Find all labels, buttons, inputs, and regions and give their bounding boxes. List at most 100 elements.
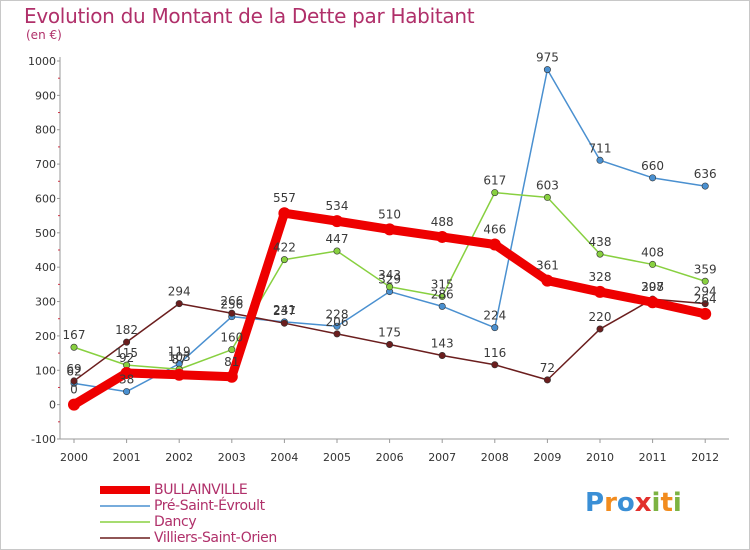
data-labels: 62 38 119 256 241 228 329 286 224 975 711 660 636 167… [63, 51, 717, 397]
data-label: 266 [220, 294, 243, 308]
data-label: 510 [378, 207, 401, 221]
data-label: 182 [115, 323, 138, 337]
data-point [488, 238, 501, 251]
x-tick-label: 2006 [376, 451, 404, 464]
data-point [596, 250, 604, 258]
data-label: 237 [273, 304, 296, 318]
data-label: 143 [431, 336, 454, 350]
data-label: 103 [168, 350, 191, 364]
data-point [596, 156, 604, 164]
x-tick-label: 2002 [165, 451, 193, 464]
data-label: 69 [66, 362, 81, 376]
data-point [596, 325, 604, 333]
data-point [280, 319, 288, 327]
data-label: 447 [326, 232, 349, 246]
data-label: 361 [536, 259, 559, 273]
data-label: 116 [483, 346, 506, 360]
data-label: 224 [483, 309, 506, 323]
y-tick-label: 500 [35, 227, 56, 240]
data-point [173, 368, 186, 381]
data-point [491, 361, 499, 369]
data-label: 466 [483, 223, 506, 237]
data-point [543, 193, 551, 201]
data-point [333, 330, 341, 338]
data-label: 660 [641, 159, 664, 173]
data-label: 167 [63, 328, 86, 342]
data-label: 328 [589, 270, 612, 284]
data-point [543, 66, 551, 74]
legend-item-villiers-saint-orien: Villiers-Saint-Orien [100, 530, 360, 546]
data-label: 220 [589, 310, 612, 324]
data-point [228, 346, 236, 354]
y-tick-label: 100 [35, 364, 56, 377]
data-label: 557 [273, 191, 296, 205]
data-point [436, 230, 449, 243]
data-label: 438 [589, 235, 612, 249]
legend: BULLAINVILLE Pré-Saint-Évroult Dancy Vil… [100, 482, 360, 546]
x-tick-label: 2000 [60, 451, 88, 464]
legend-label: BULLAINVILLE [154, 482, 248, 498]
data-label: 115 [115, 346, 138, 360]
data-point [646, 296, 659, 309]
data-label: 256 [220, 298, 243, 312]
x-tick-label: 2011 [639, 451, 667, 464]
legend-label: Villiers-Saint-Orien [154, 530, 277, 546]
data-point [594, 285, 606, 298]
data-point [438, 292, 446, 300]
data-point [123, 338, 131, 346]
chart-subtitle: (en €) [26, 28, 62, 42]
data-label: 603 [536, 178, 559, 192]
data-label: 298 [641, 280, 664, 294]
data-label: 315 [431, 277, 454, 291]
series-0 [68, 207, 712, 411]
y-tick-label: 800 [35, 124, 56, 137]
data-label: 72 [540, 361, 555, 375]
y-tick-label: 600 [35, 192, 56, 205]
data-label: 329 [378, 273, 401, 287]
proxiti-logo: Proxiti [585, 488, 682, 518]
data-point [383, 223, 396, 236]
data-point [278, 207, 291, 220]
data-point [123, 388, 131, 396]
data-point [280, 256, 288, 264]
data-label: 87 [172, 353, 187, 367]
data-point [70, 377, 78, 385]
y-tick-label: 900 [35, 89, 56, 102]
data-label: 228 [326, 307, 349, 321]
legend-swatch [100, 505, 150, 507]
data-label: 264 [694, 292, 717, 306]
data-point [175, 300, 183, 308]
data-point [386, 283, 394, 291]
logo-letter: x [634, 488, 652, 518]
data-point [491, 189, 499, 197]
legend-item-pre-saint-evroult: Pré-Saint-Évroult [100, 498, 360, 514]
data-label: 92 [119, 351, 134, 365]
data-label: 711 [589, 141, 612, 155]
data-label: 975 [536, 51, 559, 65]
legend-item-bullainville: BULLAINVILLE [100, 482, 360, 498]
x-tick-label: 2005 [323, 451, 351, 464]
data-point [701, 300, 709, 308]
x-tick-label: 2010 [586, 451, 614, 464]
data-point [543, 376, 551, 384]
data-point [228, 309, 236, 317]
logo-letter: P [585, 488, 605, 518]
data-point [701, 277, 709, 285]
logo-letter: r [604, 488, 617, 518]
x-tick-label: 2008 [481, 451, 509, 464]
x-tick-label: 2004 [270, 451, 298, 464]
y-tick-label: -100 [31, 433, 56, 446]
data-point [333, 322, 341, 330]
logo-letter: i [651, 488, 661, 518]
data-label: 408 [641, 245, 664, 259]
legend-item-dancy: Dancy [100, 514, 360, 530]
data-point [649, 174, 657, 182]
data-label: 286 [431, 287, 454, 301]
legend-swatch [100, 486, 150, 494]
logo-letter: o [616, 488, 635, 518]
series-3 [70, 295, 709, 385]
data-point [70, 343, 78, 351]
data-label: 617 [483, 174, 506, 188]
legend-label: Dancy [154, 514, 197, 530]
